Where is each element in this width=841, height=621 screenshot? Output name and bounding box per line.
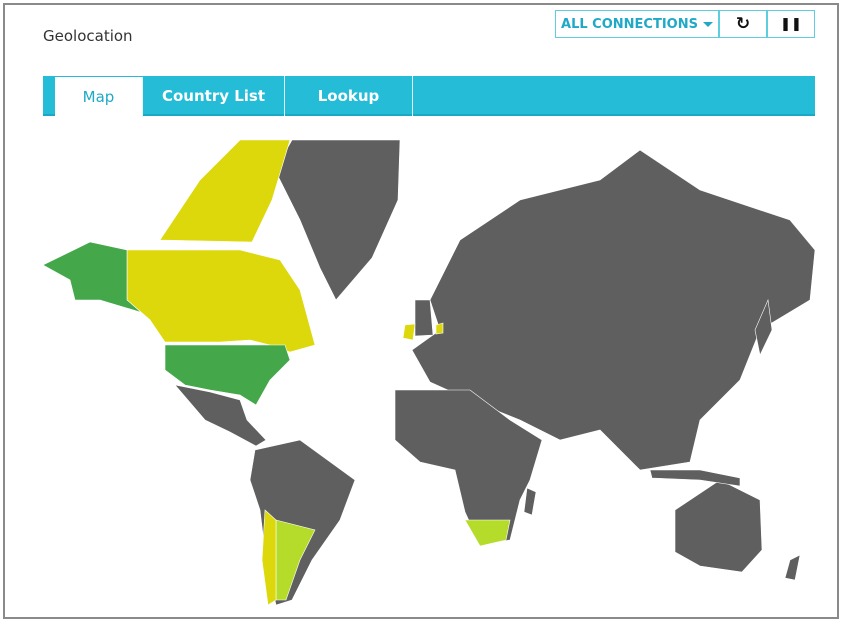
country-netherlands[interactable]	[435, 322, 444, 335]
refresh-button[interactable]: ↻	[719, 10, 767, 38]
country-australia[interactable]	[674, 479, 763, 573]
tab-country-list[interactable]: Country List	[143, 76, 285, 116]
all-connections-dropdown[interactable]: ALL CONNECTIONS	[555, 10, 719, 38]
panel-title: Geolocation	[43, 27, 133, 45]
tab-lookup[interactable]: Lookup	[285, 76, 413, 116]
country-united-states[interactable]	[164, 344, 291, 406]
country-indonesia[interactable]	[649, 469, 741, 487]
country-africa[interactable]	[394, 389, 543, 546]
country-new-zealand[interactable]	[784, 554, 801, 581]
country-ireland[interactable]	[402, 323, 416, 341]
country-japan[interactable]	[754, 298, 773, 356]
caret-down-icon	[702, 21, 713, 27]
tab-bar: Map Country List Lookup	[43, 76, 815, 117]
country-canada-islands[interactable]	[159, 139, 291, 243]
country-chile[interactable]	[261, 509, 277, 606]
country-alaska[interactable]	[42, 241, 151, 321]
pause-icon: ❚❚	[780, 16, 802, 32]
pause-button[interactable]: ❚❚	[767, 10, 815, 38]
tab-map[interactable]: Map	[55, 77, 143, 117]
country-canada[interactable]	[126, 249, 316, 353]
country-uk[interactable]	[414, 299, 434, 337]
country-greenland[interactable]	[274, 139, 401, 301]
country-mexico-central-america[interactable]	[174, 384, 267, 447]
dropdown-label: ALL CONNECTIONS	[561, 16, 698, 32]
country-south-africa[interactable]	[464, 519, 511, 547]
country-madagascar[interactable]	[523, 487, 537, 516]
refresh-icon: ↻	[735, 14, 751, 34]
